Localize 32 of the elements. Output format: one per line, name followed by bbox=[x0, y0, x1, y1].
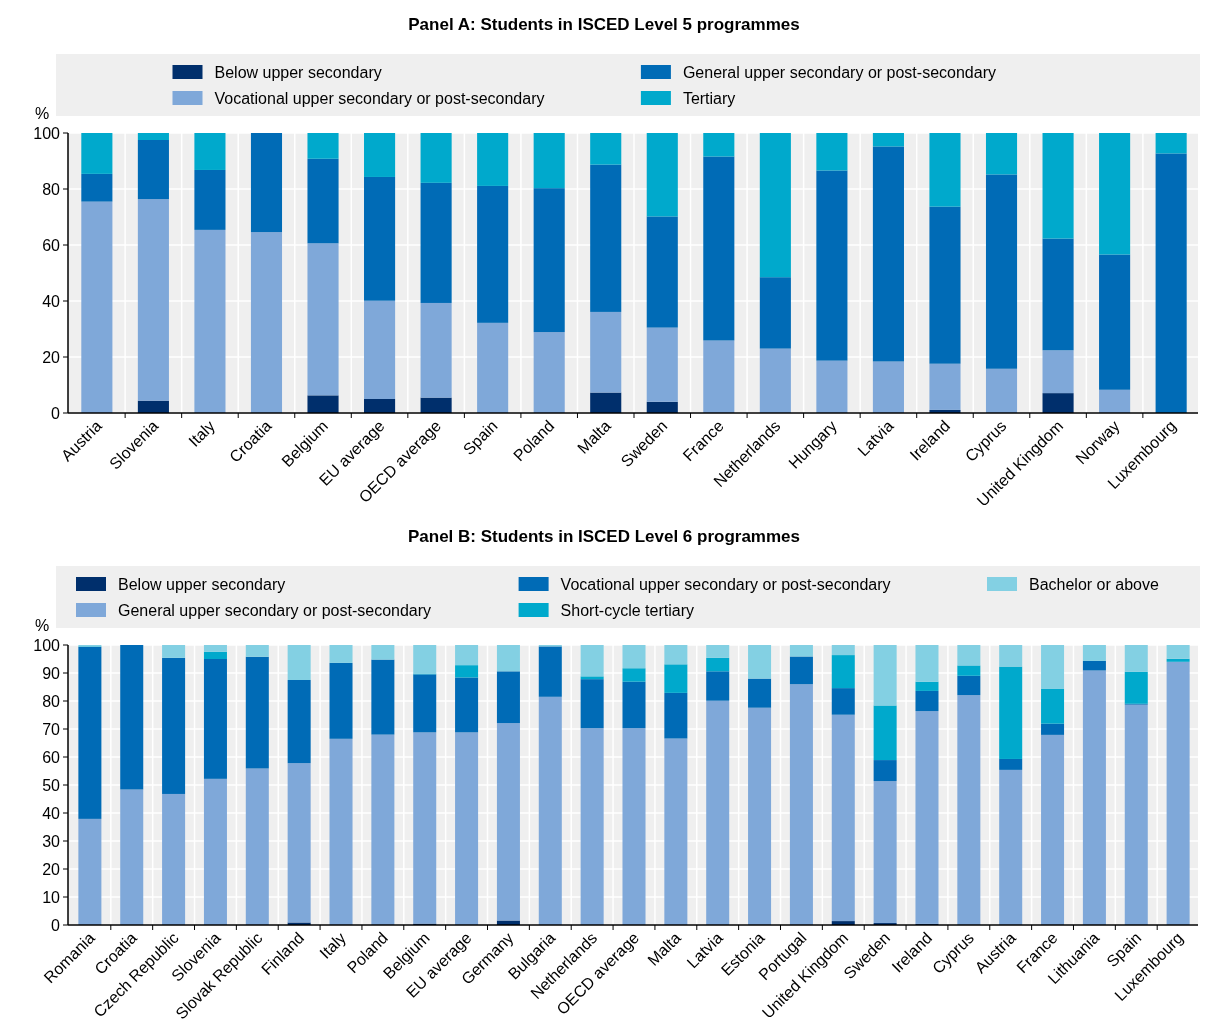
legend-label: Below upper secondary bbox=[214, 64, 382, 81]
y-tick-label: 70 bbox=[42, 721, 61, 738]
y-axis-title: % bbox=[34, 617, 50, 634]
legend-label: Short-cycle tertiary bbox=[560, 602, 694, 619]
y-tick-label: 30 bbox=[42, 833, 61, 850]
legend-label: Vocational upper secondary or post-secondary bbox=[560, 576, 891, 593]
legend-label: General upper secondary or post-secondary bbox=[118, 602, 432, 619]
y-tick-label: 80 bbox=[42, 181, 61, 198]
y-tick-label: 60 bbox=[42, 749, 61, 766]
y-tick-label: 100 bbox=[33, 125, 61, 142]
chart-title: Panel B: Students in ISCED Level 6 programmes bbox=[407, 527, 801, 546]
y-tick-label: 20 bbox=[42, 349, 61, 366]
y-tick-label: 60 bbox=[42, 237, 61, 254]
legend-label: Below upper secondary bbox=[118, 576, 286, 593]
y-tick-label: 0 bbox=[51, 917, 61, 934]
legend-label: Vocational upper secondary or post-secondary bbox=[214, 90, 545, 107]
y-tick-label: 10 bbox=[42, 889, 61, 906]
x-tick-label: Italy bbox=[185, 417, 219, 450]
x-tick-label: Italy bbox=[316, 929, 350, 962]
y-tick-label: 20 bbox=[42, 861, 61, 878]
chart-title: Panel A: Students in ISCED Level 5 programmes bbox=[408, 15, 800, 34]
y-tick-label: 40 bbox=[42, 805, 61, 822]
legend-label: Bachelor or above bbox=[1029, 576, 1159, 593]
y-tick-label: 50 bbox=[42, 777, 61, 794]
legend-label: Tertiary bbox=[682, 90, 736, 107]
y-tick-label: 0 bbox=[51, 405, 61, 422]
y-tick-label: 90 bbox=[42, 665, 61, 682]
y-tick-label: 40 bbox=[42, 293, 61, 310]
y-axis-title: % bbox=[34, 105, 50, 122]
y-tick-label: 100 bbox=[33, 637, 61, 654]
legend-label: General upper secondary or post-secondary bbox=[682, 64, 996, 81]
y-tick-label: 80 bbox=[42, 693, 61, 710]
